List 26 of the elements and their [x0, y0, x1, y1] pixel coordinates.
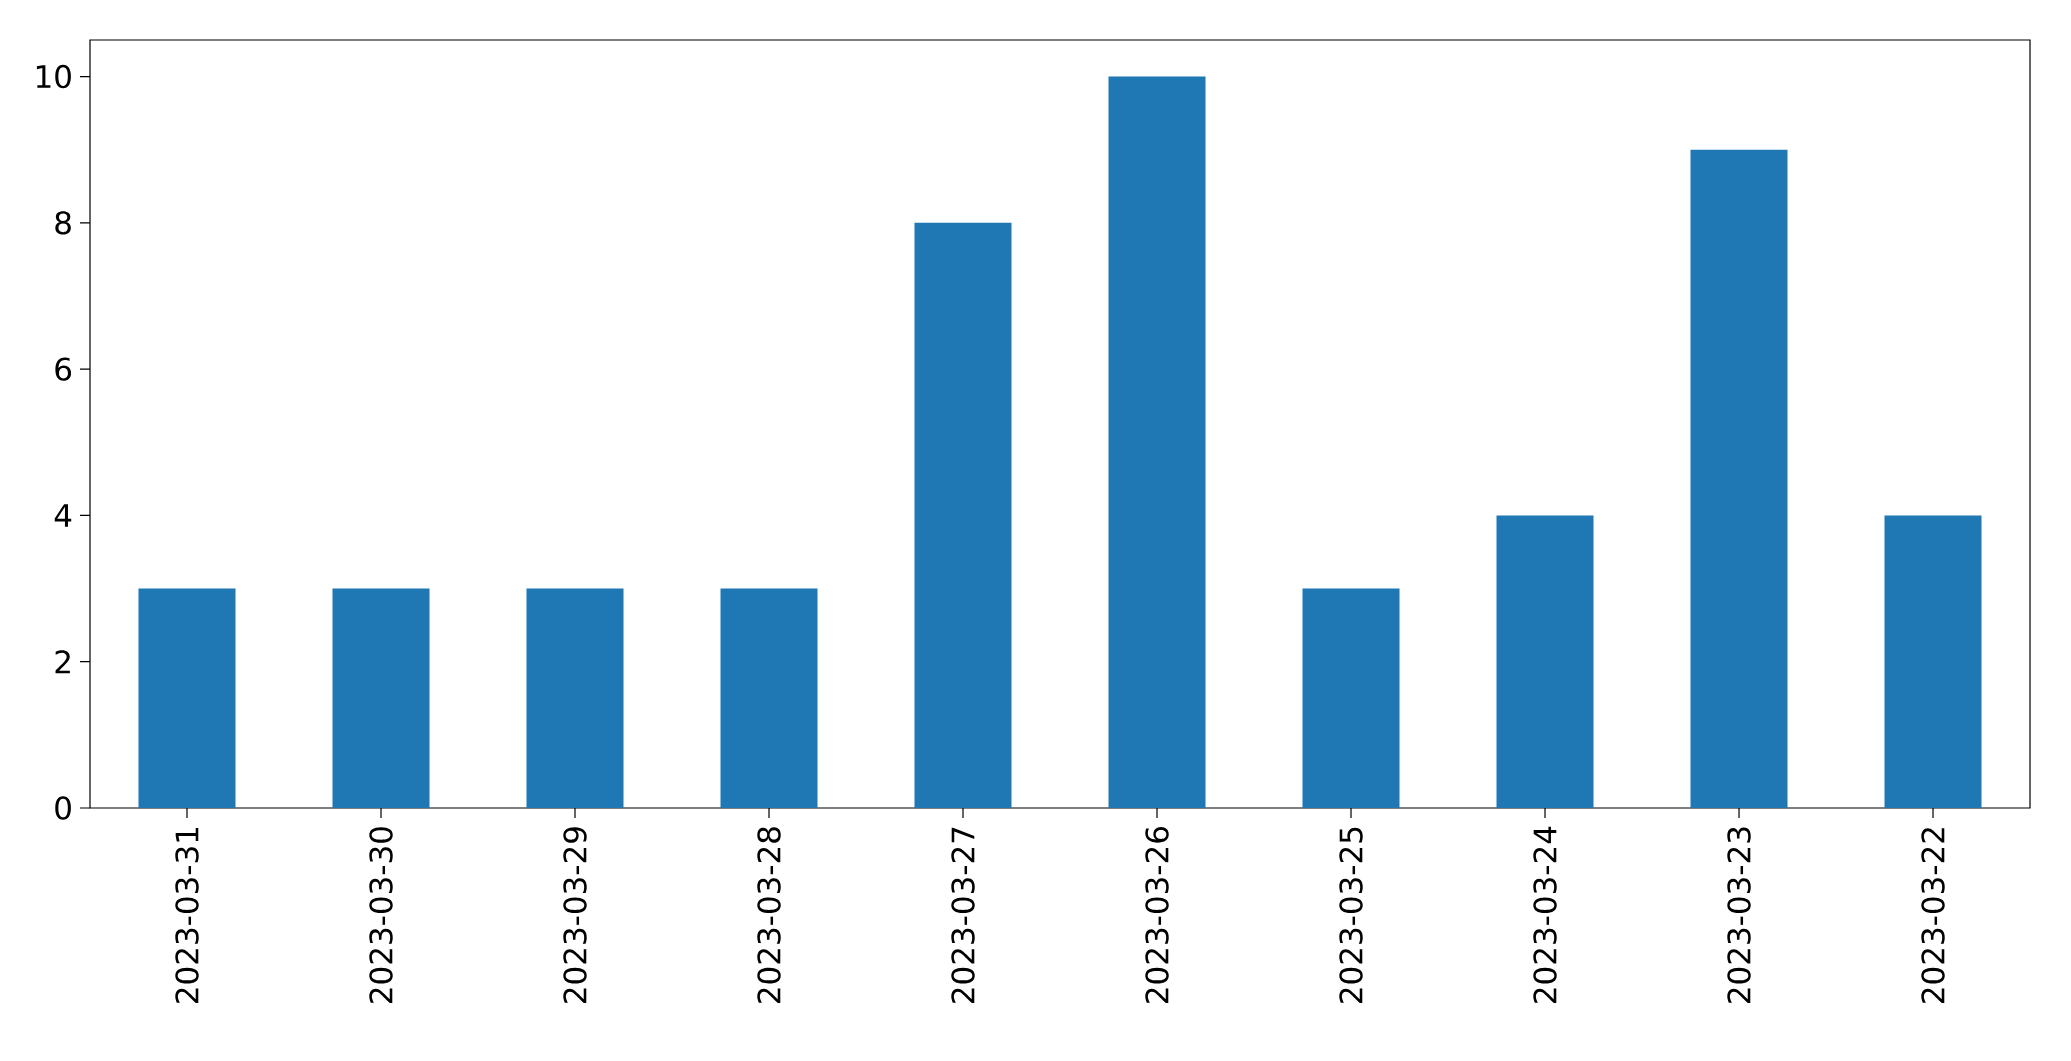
x-tick-label: 2023-03-25 [1339, 827, 1363, 1003]
y-tick-label: 8 [55, 211, 71, 235]
bar [1108, 76, 1206, 808]
y-tick-label: 10 [36, 64, 71, 89]
x-tick-label: 2023-03-22 [1921, 828, 1945, 1003]
bar [1302, 588, 1400, 808]
x-tick-label: 2023-03-28 [757, 827, 781, 1003]
bar [138, 588, 236, 808]
y-tick-label: 4 [54, 504, 72, 527]
x-tick-label: 2023-03-24 [1533, 826, 1557, 1003]
y-tick-label: 0 [55, 796, 71, 820]
x-tick-label: 2023-03-29 [563, 827, 587, 1003]
x-tick-label: 2023-03-30 [369, 827, 393, 1003]
x-tick-label: 2023-03-31 [175, 827, 199, 1003]
bar [1884, 515, 1982, 808]
bar [1690, 149, 1788, 808]
bar [526, 588, 624, 808]
x-tick-label: 2023-03-23 [1727, 827, 1751, 1003]
bar [1496, 515, 1594, 808]
bar [332, 588, 430, 808]
y-tick-label: 2 [55, 650, 70, 674]
bar [720, 588, 818, 808]
bar [914, 222, 1012, 808]
x-tick-label: 2023-03-26 [1145, 827, 1169, 1003]
x-tick-label: 2023-03-27 [951, 827, 975, 1003]
y-tick-label: 6 [55, 357, 72, 381]
